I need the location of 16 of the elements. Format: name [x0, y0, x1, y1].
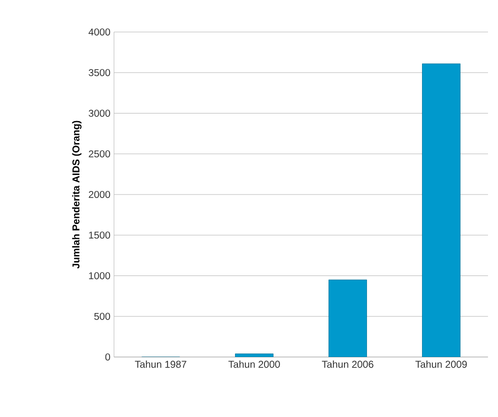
y-tick-label: 3000 — [88, 110, 110, 117]
y-tick-label: 500 — [94, 312, 110, 320]
y-tick-label: 2000 — [88, 190, 110, 198]
bar — [328, 280, 367, 357]
y-tick-label: 4000 — [88, 28, 110, 36]
y-tick-label: 1000 — [89, 272, 110, 280]
y-tick-label: 1500 — [89, 232, 110, 239]
x-tick-label: Tahun 1987 — [134, 360, 186, 368]
y-tick-label: 2500 — [88, 150, 110, 158]
bar — [422, 63, 460, 357]
y-tick-label: 0 — [105, 353, 110, 361]
y-axis-title: Jumlah Penderita AIDS (Orang) — [72, 120, 82, 269]
x-tick-label: Tahun 2006 — [322, 360, 374, 368]
x-tick-label: Tahun 2009 — [415, 360, 467, 368]
y-tick-label: 3500 — [88, 69, 110, 76]
x-tick-label: Tahun 2000 — [228, 360, 280, 368]
